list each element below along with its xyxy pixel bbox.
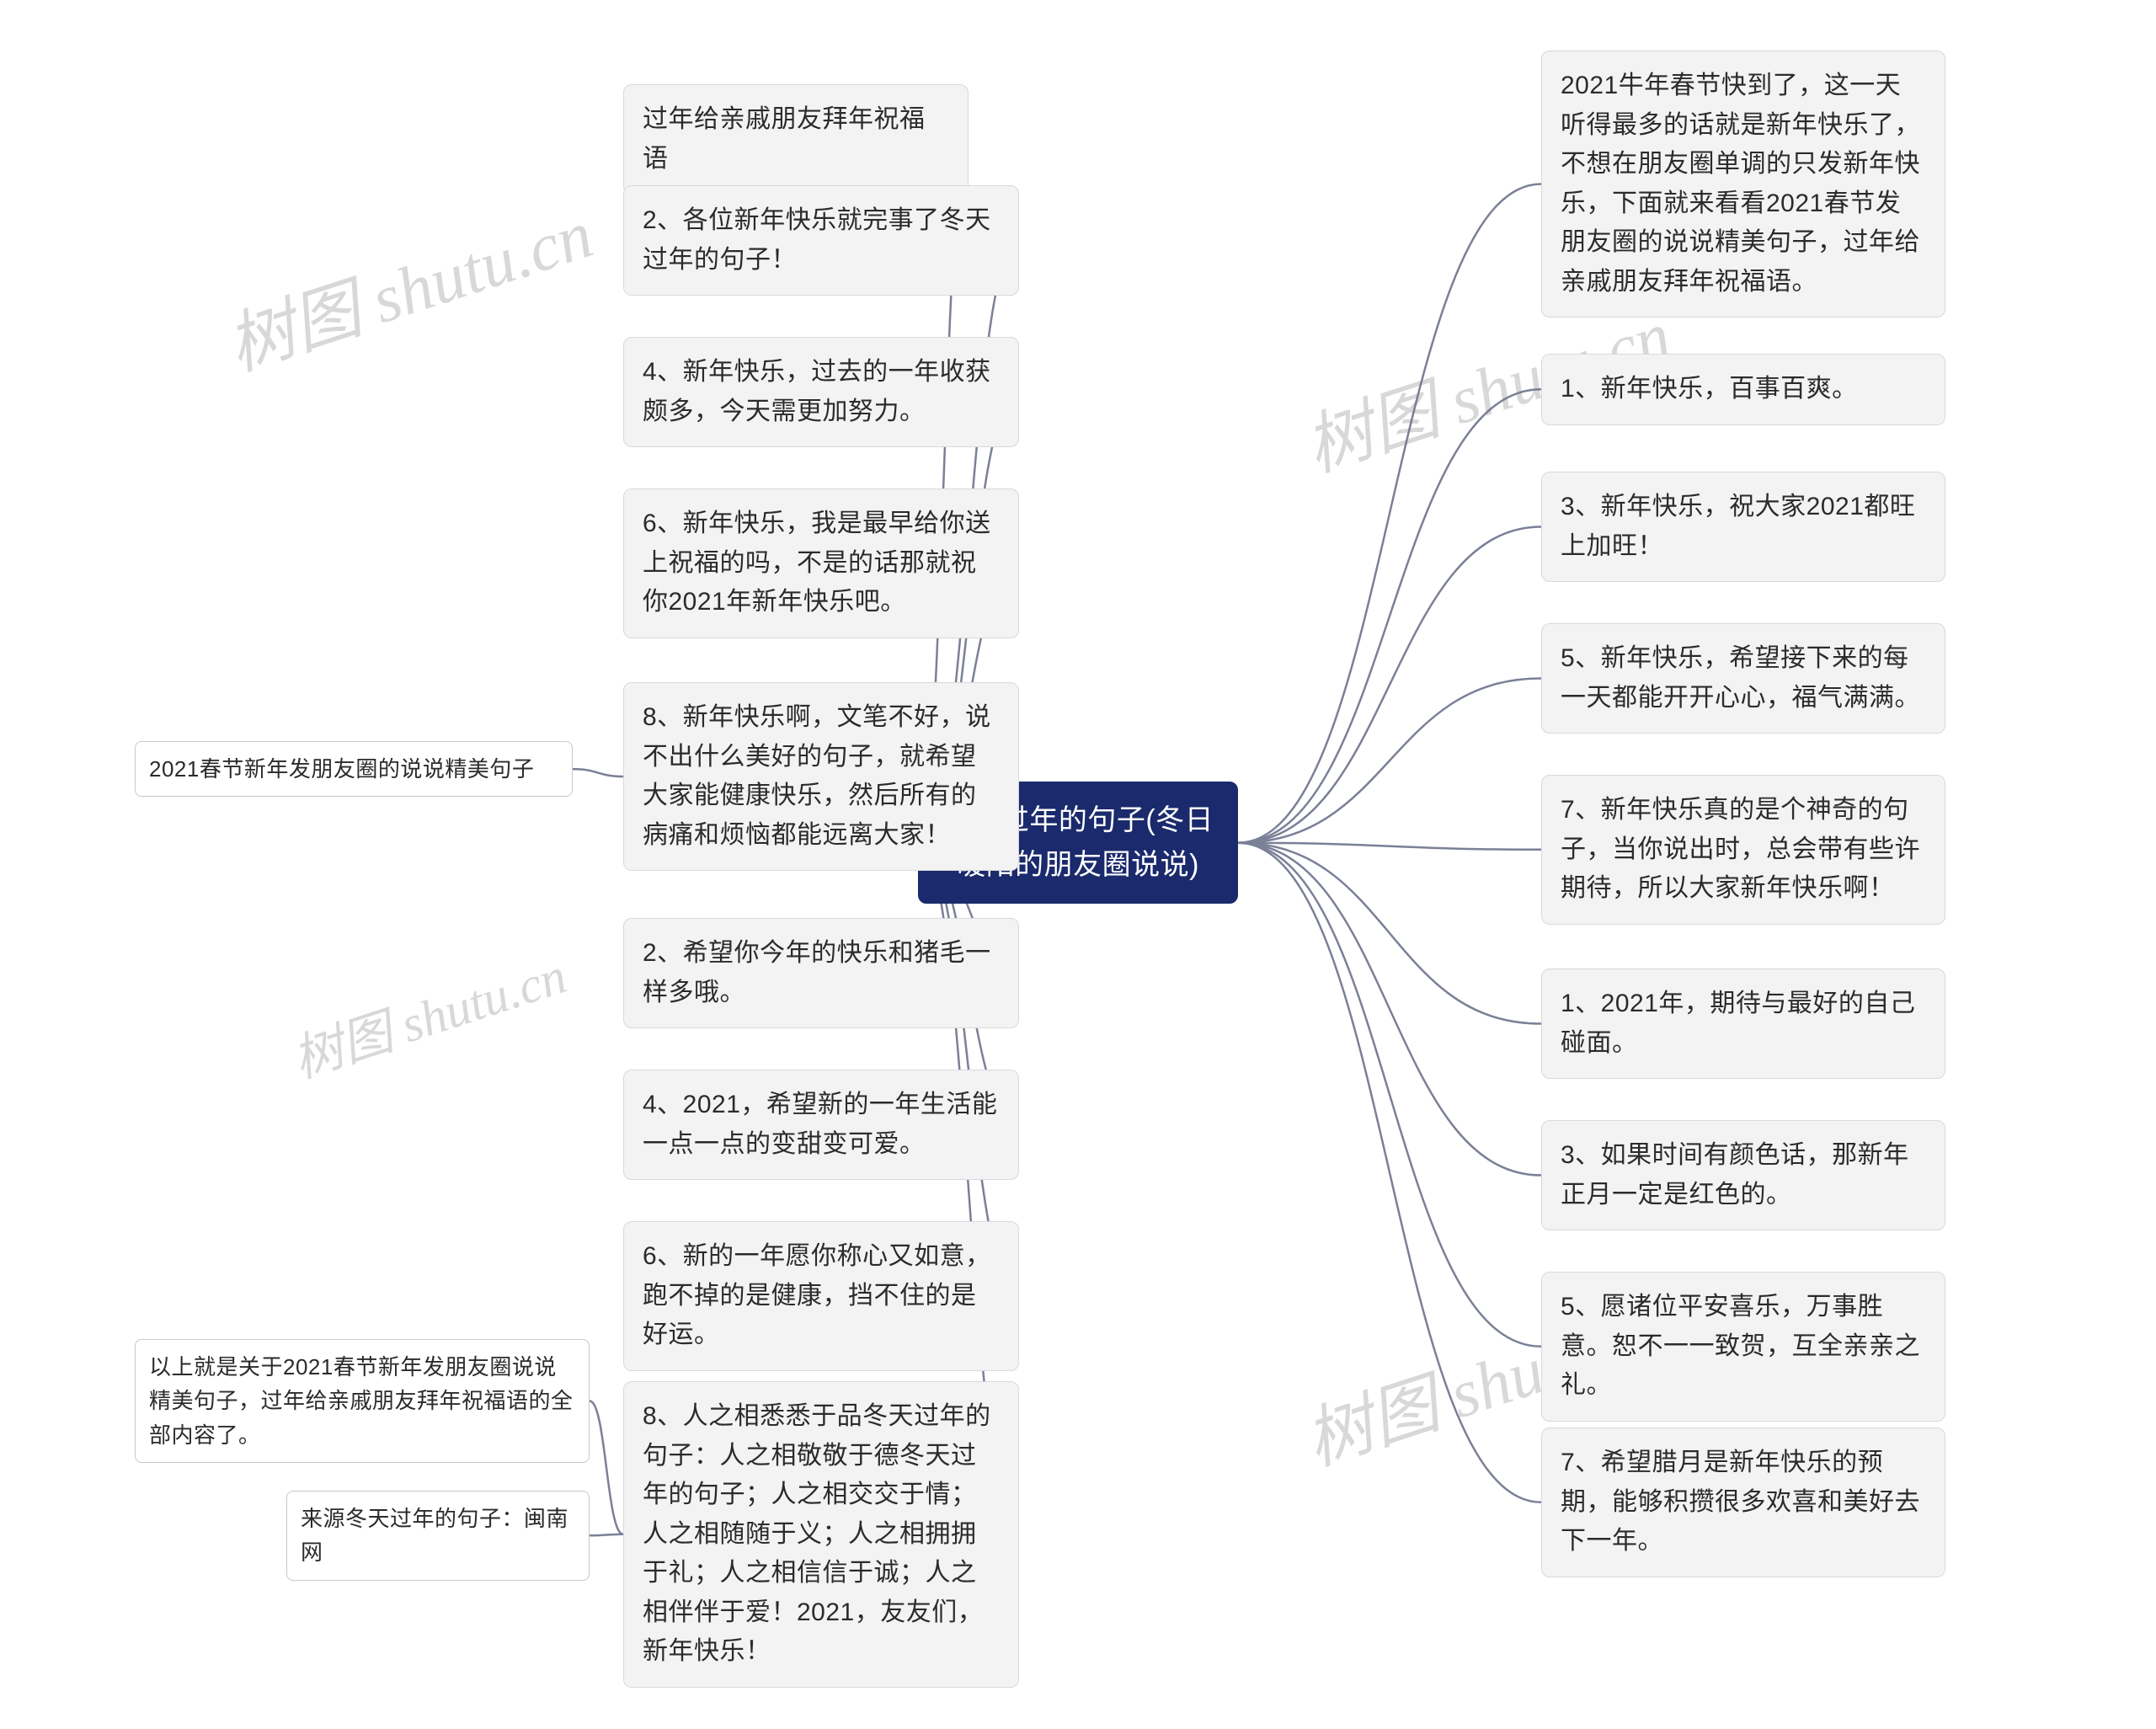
mindmap-canvas: 树图 shutu.cn 树图 shutu.cn 树图 shutu.cn 树图 s… bbox=[0, 0, 2156, 1729]
right-leaf-3[interactable]: 5、新年快乐，希望接下来的每一天都能开开心心，福气满满。 bbox=[1541, 623, 1945, 734]
left-leaf-3[interactable]: 6、新年快乐，我是最早给你送上祝福的吗，不是的话那就祝你2021年新年快乐吧。 bbox=[623, 488, 1019, 638]
far-left-0[interactable]: 2021春节新年发朋友圈的说说精美句子 bbox=[135, 741, 573, 797]
far-left-1[interactable]: 以上就是关于2021春节新年发朋友圈说说精美句子，过年给亲戚朋友拜年祝福语的全部… bbox=[135, 1339, 590, 1463]
watermark: 树图 shutu.cn bbox=[213, 179, 603, 389]
left-leaf-7[interactable]: 6、新的一年愿你称心又如意，跑不掉的是健康，挡不住的是好运。 bbox=[623, 1221, 1019, 1371]
right-leaf-0[interactable]: 2021牛年春节快到了，这一天听得最多的话就是新年快乐了，不想在朋友圈单调的只发… bbox=[1541, 51, 1945, 318]
left-leaf-8[interactable]: 8、人之相悉悉于品冬天过年的句子：人之相敬敬于德冬天过年的句子；人之相交交于情；… bbox=[623, 1381, 1019, 1688]
right-leaf-6[interactable]: 3、如果时间有颜色话，那新年正月一定是红色的。 bbox=[1541, 1120, 1945, 1230]
right-leaf-4[interactable]: 7、新年快乐真的是个神奇的句子，当你说出时，总会带有些许期待，所以大家新年快乐啊… bbox=[1541, 775, 1945, 925]
right-leaf-1[interactable]: 1、新年快乐，百事百爽。 bbox=[1541, 354, 1945, 425]
left-leaf-6[interactable]: 4、2021，希望新的一年生活能一点一点的变甜变可爱。 bbox=[623, 1070, 1019, 1180]
right-leaf-8[interactable]: 7、希望腊月是新年快乐的预期，能够积攒很多欢喜和美好去下一年。 bbox=[1541, 1427, 1945, 1577]
left-leaf-0[interactable]: 过年给亲戚朋友拜年祝福语 bbox=[623, 84, 969, 195]
watermark: 树图 shutu.cn bbox=[282, 935, 574, 1092]
right-leaf-7[interactable]: 5、愿诸位平安喜乐，万事胜意。恕不一一致贺，互全亲亲之礼。 bbox=[1541, 1272, 1945, 1422]
left-leaf-5[interactable]: 2、希望你今年的快乐和猪毛一样多哦。 bbox=[623, 918, 1019, 1028]
right-leaf-5[interactable]: 1、2021年，期待与最好的自己碰面。 bbox=[1541, 969, 1945, 1079]
left-leaf-4[interactable]: 8、新年快乐啊，文笔不好，说不出什么美好的句子，就希望大家能健康快乐，然后所有的… bbox=[623, 682, 1019, 871]
right-leaf-2[interactable]: 3、新年快乐，祝大家2021都旺上加旺！ bbox=[1541, 472, 1945, 582]
far-left-2[interactable]: 来源冬天过年的句子：闽南网 bbox=[286, 1491, 590, 1581]
left-leaf-2[interactable]: 4、新年快乐，过去的一年收获颇多，今天需更加努力。 bbox=[623, 337, 1019, 447]
left-leaf-1[interactable]: 2、各位新年快乐就完事了冬天过年的句子！ bbox=[623, 185, 1019, 296]
